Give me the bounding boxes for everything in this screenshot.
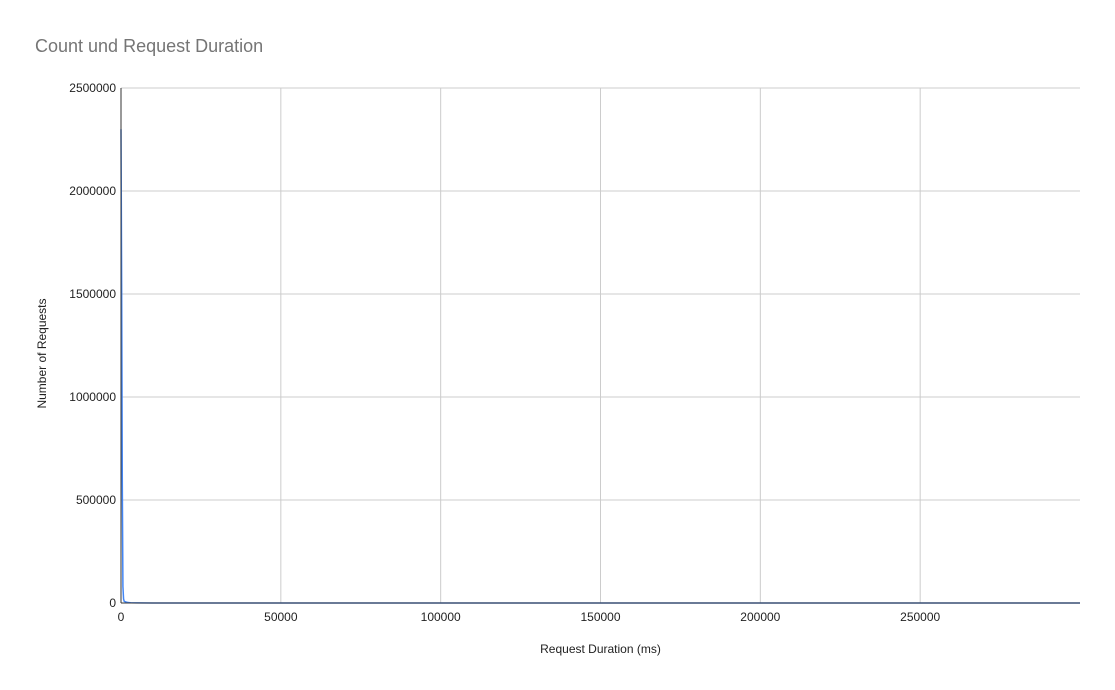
x-tick-label: 200000 bbox=[740, 610, 780, 624]
y-tick-label: 2000000 bbox=[69, 184, 116, 198]
y-tick-label: 1500000 bbox=[69, 287, 116, 301]
y-tick-label: 2500000 bbox=[69, 81, 116, 95]
x-axis-title: Request Duration (ms) bbox=[540, 642, 661, 656]
y-tick-label: 1000000 bbox=[69, 390, 116, 404]
label-layer: 0 500000 1000000 1500000 2000000 2500000 0 5000… bbox=[35, 81, 941, 656]
x-tick-label: 150000 bbox=[580, 610, 620, 624]
x-tick-label: 50000 bbox=[264, 610, 298, 624]
y-tick-label: 500000 bbox=[76, 493, 116, 507]
y-axis-title: Number of Requests bbox=[35, 298, 49, 408]
grid-layer bbox=[121, 87, 1080, 603]
x-tick-label: 100000 bbox=[421, 610, 461, 624]
x-tick-label: 0 bbox=[118, 610, 125, 624]
x-tick-label: 250000 bbox=[900, 610, 940, 624]
y-tick-label: 0 bbox=[109, 596, 116, 610]
chart-title: Count und Request Duration bbox=[35, 36, 264, 56]
axis-layer bbox=[120, 88, 1080, 604]
